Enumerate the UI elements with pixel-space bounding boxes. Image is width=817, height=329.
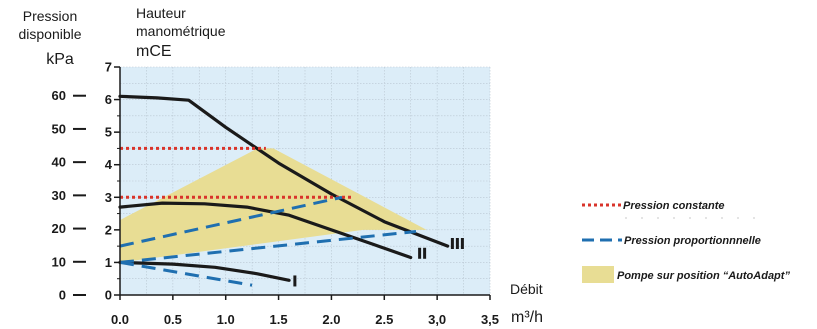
proportional-pressure-line-1 [119, 195, 343, 248]
pump-curve-II [118, 201, 413, 260]
x-axis-label: Débit [510, 281, 543, 297]
y-mce-tick-label: 6 [105, 92, 112, 107]
right-axis-label-line1: Hauteur [136, 5, 186, 21]
y-mce-tick-label: 3 [105, 190, 112, 205]
y-mce-tick-label: 2 [105, 222, 112, 237]
curve-label-III [450, 238, 464, 249]
curve-label-II [418, 247, 427, 259]
x-tick-label: 2.0 [322, 312, 340, 327]
y-mce-tick-label: 7 [105, 60, 112, 75]
x-tick-label: 1.5 [270, 312, 288, 327]
y-kpa-tick-label: 60 [52, 88, 66, 103]
x-tick-label: 2.5 [375, 312, 393, 327]
pump-curve-I [118, 260, 291, 282]
y-kpa-tick-label: 10 [52, 254, 66, 269]
left-axis-unit: kPa [46, 51, 74, 68]
pump-curve-III [118, 94, 450, 248]
left-axis-label-line1: Pression [23, 8, 77, 24]
y-kpa-tick-label: 30 [52, 188, 66, 203]
legend-label-constant: Pression constante [623, 200, 724, 212]
left-axis-label-line2: disponible [18, 26, 81, 42]
proportional-pressure-line-2 [119, 230, 417, 264]
curve-label-I [293, 275, 297, 287]
proportional-pressure-line-3 [119, 260, 253, 287]
x-tick-label: 3,5 [481, 312, 499, 327]
x-axis-unit: m³/h [511, 309, 543, 326]
curve-label-bar [423, 247, 427, 259]
x-tick-label: 3,0 [428, 312, 446, 327]
y-mce-tick-label: 4 [105, 157, 113, 172]
x-tick-label: 1.0 [217, 312, 235, 327]
y-kpa-tick-label: 20 [52, 221, 66, 236]
curve-label-bar [450, 238, 454, 249]
legend-label-proportional: Pression proportionnnelle [624, 235, 761, 247]
autoadapt-area [120, 148, 427, 263]
plot-area: 0 1 2 3 4 5 6 7 0 10 20 30 40 50 60 0.0 0.5 1.0 1.5 2.0 2.5 3… [52, 60, 500, 328]
y-mce-tick-label: 1 [105, 255, 112, 270]
y-kpa-tick-label: 0 [59, 288, 66, 303]
y-mce-tick-label: 5 [105, 125, 112, 140]
y-kpa-tick-label: 50 [52, 121, 66, 136]
right-axis-label-line2: manométrique [136, 23, 226, 39]
axes: 0 1 2 3 4 5 6 7 0 10 20 30 40 50 60 0.0 0.5 1.0 1.5 2.0 2.5 3… [52, 60, 500, 328]
x-tick-label: 0.0 [111, 312, 129, 327]
y-mce-tick-label: 0 [105, 288, 112, 303]
x-tick-label: 0.5 [164, 312, 182, 327]
curve-label-bar [455, 238, 459, 249]
curve-label-bar [418, 247, 422, 259]
right-axis-unit: mCE [136, 43, 172, 60]
y-kpa-tick-label: 40 [52, 155, 66, 170]
legend-swatch-autoadapt [582, 266, 614, 283]
curve-label-bar [293, 275, 297, 287]
curve-label-bar [460, 238, 464, 249]
legend-label-autoadapt: Pompe sur position “AutoAdapt” [617, 270, 790, 282]
legend: Pression constante Pression proportionnne… [582, 200, 790, 283]
